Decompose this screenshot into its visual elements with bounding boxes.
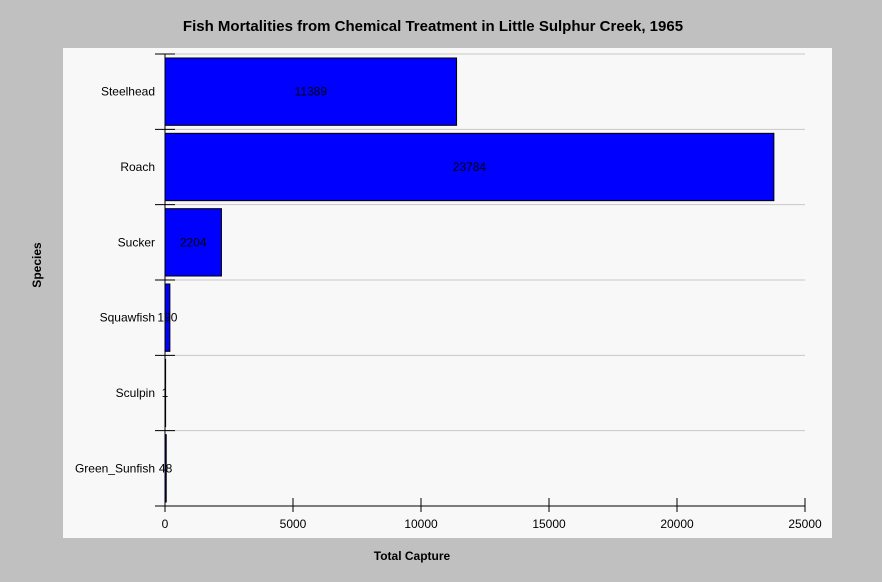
bar-sucker (164, 208, 222, 277)
category-label: Roach (120, 160, 155, 174)
data-label: 190 (157, 311, 177, 325)
bar-steelhead (164, 57, 458, 126)
category-label: Sculpin (116, 386, 155, 400)
labels: Steelhead 11389 Roach 23784 Sucker 2204 Squawf… (75, 85, 822, 531)
bars (164, 57, 775, 503)
axes (155, 53, 806, 512)
data-label: 2204 (180, 235, 207, 249)
bar-roach (164, 132, 775, 202)
category-label: Sucker (118, 235, 155, 249)
x-tick-label: 0 (162, 517, 169, 531)
category-label: Green_Sunfish (75, 461, 155, 475)
data-label: 11389 (295, 85, 328, 99)
x-axis-title: Total Capture (374, 549, 451, 563)
x-tick-label: 10000 (404, 517, 438, 531)
x-tick-label: 25000 (788, 517, 822, 531)
data-label: 23784 (453, 160, 487, 174)
category-label: Squawfish (100, 311, 155, 325)
x-tick-label: 5000 (280, 517, 307, 531)
category-label: Steelhead (101, 85, 155, 99)
chart-title: Fish Mortalities from Chemical Treatment… (182, 18, 684, 35)
data-label: 48 (159, 461, 173, 475)
y-axis-title: Species (30, 242, 44, 288)
x-tick-label: 15000 (532, 517, 566, 531)
x-tick-label: 20000 (660, 517, 694, 531)
data-label: 1 (162, 386, 169, 400)
